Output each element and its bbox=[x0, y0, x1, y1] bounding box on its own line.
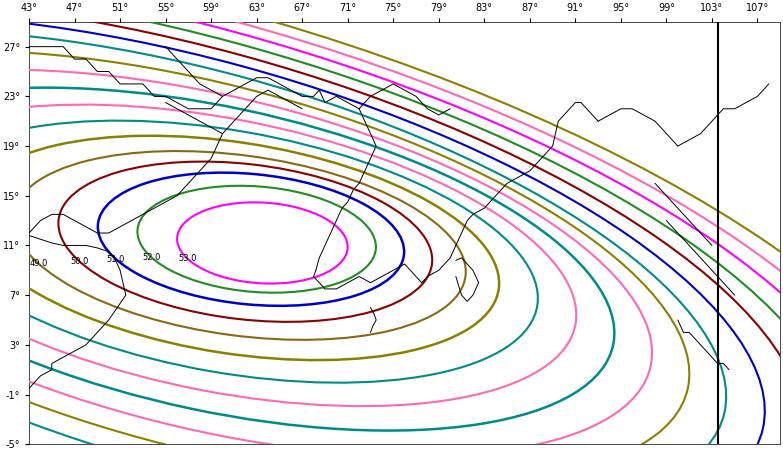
Text: 51.0: 51.0 bbox=[106, 255, 125, 264]
Text: 49.0: 49.0 bbox=[30, 260, 48, 269]
Text: 53.0: 53.0 bbox=[179, 255, 197, 263]
Text: 52.0: 52.0 bbox=[143, 253, 161, 262]
Text: 50.0: 50.0 bbox=[70, 257, 89, 266]
